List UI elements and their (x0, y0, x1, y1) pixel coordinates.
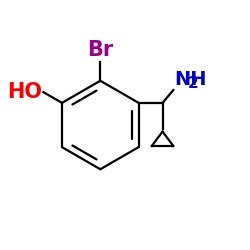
Text: 2: 2 (188, 76, 198, 91)
Text: NH: NH (174, 70, 207, 89)
Text: HO: HO (7, 82, 42, 102)
Text: Br: Br (87, 40, 114, 60)
